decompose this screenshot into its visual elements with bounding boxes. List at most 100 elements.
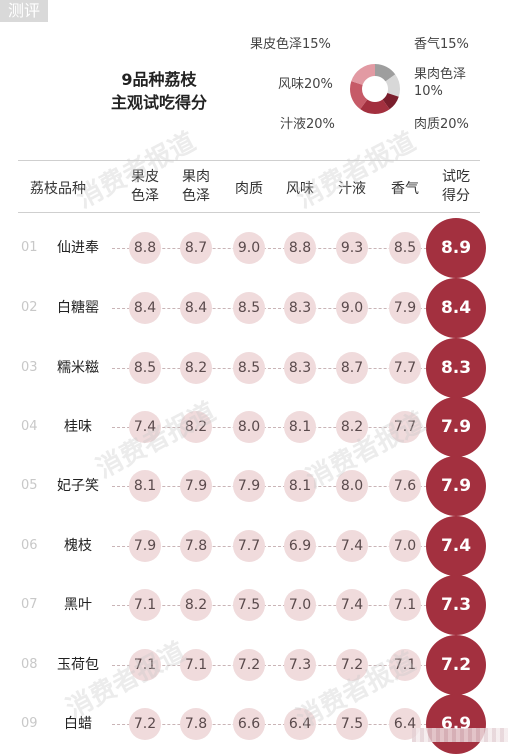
- column-header-line: 果肉: [182, 169, 210, 185]
- score-bubble: 7.5: [336, 708, 368, 740]
- row-number: 04: [21, 419, 38, 434]
- score-bubble: 7.7: [389, 411, 421, 443]
- score-bubble: 6.6: [233, 708, 265, 740]
- score-bubble: 9.3: [336, 232, 368, 264]
- score-bubble: 8.8: [284, 232, 316, 264]
- score-bubble: 9.0: [336, 292, 368, 324]
- row-number: 02: [21, 300, 38, 315]
- table-row: 08 玉荷包 7.1 7.1 7.2 7.3 7.2 7.1 7.2: [18, 635, 513, 695]
- score-bubble: 8.2: [180, 589, 212, 621]
- score-bubble: 7.0: [389, 530, 421, 562]
- score-bubble: 7.4: [129, 411, 161, 443]
- weight-label-flavor: 风味20%: [278, 77, 333, 92]
- row-dashed-line: [112, 724, 442, 725]
- score-bubble: 7.7: [233, 530, 265, 562]
- score-bubble: 8.3: [284, 292, 316, 324]
- row-dashed-line: [112, 605, 442, 606]
- donut-slice-aroma: [350, 64, 400, 114]
- score-bubble: 8.2: [180, 352, 212, 384]
- variety-name: 妃子笑: [57, 478, 99, 494]
- row-dashed-line: [112, 486, 442, 487]
- score-bubble: 7.1: [129, 589, 161, 621]
- row-dashed-line: [112, 427, 442, 428]
- score-bubble: 8.2: [336, 411, 368, 443]
- row-number: 05: [21, 478, 38, 493]
- row-number: 06: [21, 538, 38, 553]
- total-score-bubble: 8.3: [426, 338, 486, 398]
- score-bubble: 7.9: [180, 470, 212, 502]
- total-score-bubble: 6.9: [426, 694, 486, 754]
- column-header-line: 肉质: [235, 181, 263, 197]
- column-header: 果肉 色泽: [161, 168, 231, 206]
- score-bubble: 9.0: [233, 232, 265, 264]
- donut-slice-juice: [350, 64, 400, 114]
- column-header: 肉质: [214, 180, 284, 199]
- row-number: 09: [21, 716, 38, 731]
- weight-donut-chart: [350, 64, 400, 114]
- score-bubble: 7.1: [389, 649, 421, 681]
- donut-slice-texture: [350, 64, 400, 114]
- header-bottom-rule: [18, 212, 480, 213]
- column-header: 香气: [370, 180, 440, 199]
- score-bubble: 7.6: [389, 470, 421, 502]
- score-bubble: 8.3: [284, 352, 316, 384]
- score-bubble: 6.9: [284, 530, 316, 562]
- donut-slice-flavor: [350, 64, 400, 114]
- row-number: 07: [21, 597, 38, 612]
- row-dashed-line: [112, 665, 442, 666]
- score-bubble: 8.5: [129, 352, 161, 384]
- weight-label-aroma: 香气15%: [414, 37, 469, 52]
- variety-name: 黑叶: [64, 597, 92, 613]
- score-bubble: 7.9: [389, 292, 421, 324]
- score-bubble: 8.7: [180, 232, 212, 264]
- score-bubble: 8.1: [284, 411, 316, 443]
- table-row: 06 槐枝 7.9 7.8 7.7 6.9 7.4 7.0 7.4: [18, 516, 513, 576]
- row-dashed-line: [112, 308, 442, 309]
- column-header-line: 试吃: [442, 169, 470, 185]
- score-bubble: 7.1: [129, 649, 161, 681]
- score-bubble: 8.5: [389, 232, 421, 264]
- score-bubble: 8.7: [336, 352, 368, 384]
- variety-name: 槐枝: [64, 538, 92, 554]
- score-bubble: 7.2: [233, 649, 265, 681]
- watermark: 消费者报道: [291, 126, 421, 215]
- score-bubble: 7.1: [180, 649, 212, 681]
- title-line-1: 9品种荔枝: [121, 70, 197, 89]
- score-bubble: 8.5: [233, 352, 265, 384]
- score-bubble: 7.4: [336, 530, 368, 562]
- column-header-line: 荔枝品种: [30, 181, 86, 197]
- table-row: 05 妃子笑 8.1 7.9 7.9 8.1 8.0 7.6 7.9: [18, 456, 513, 516]
- variety-name: 糯米糍: [57, 360, 99, 376]
- watermark-strip: [412, 728, 508, 742]
- score-bubble: 7.8: [180, 708, 212, 740]
- row-number: 08: [21, 657, 38, 672]
- column-header: 风味: [265, 180, 335, 199]
- total-score-bubble: 8.9: [426, 218, 486, 278]
- weight-label-pulp: 果肉色泽10%: [414, 67, 467, 99]
- variety-name: 白蜡: [64, 716, 92, 732]
- score-bubble: 7.3: [284, 649, 316, 681]
- variety-name: 玉荷包: [57, 657, 99, 673]
- score-bubble: 8.0: [336, 470, 368, 502]
- weight-label-juice: 汁液20%: [280, 117, 335, 132]
- variety-name: 仙进奉: [57, 240, 99, 256]
- weight-label-peel: 果皮色泽15%: [250, 37, 331, 52]
- section-tag: 测评: [0, 0, 48, 22]
- row-dashed-line: [112, 248, 442, 249]
- score-bubble: 7.9: [233, 470, 265, 502]
- total-score-bubble: 7.3: [426, 575, 486, 635]
- column-header-line: 香气: [391, 181, 419, 197]
- row-dashed-line: [112, 546, 442, 547]
- total-score-bubble: 7.2: [426, 635, 486, 695]
- column-header: 荔枝品种: [23, 180, 93, 199]
- row-dashed-line: [112, 368, 442, 369]
- variety-name: 白糖罂: [57, 300, 99, 316]
- total-score-bubble: 7.9: [426, 397, 486, 457]
- score-bubble: 7.0: [284, 589, 316, 621]
- table-row: 03 糯米糍 8.5 8.2 8.5 8.3 8.7 7.7 8.3: [18, 338, 513, 398]
- score-bubble: 7.8: [180, 530, 212, 562]
- score-bubble: 6.4: [284, 708, 316, 740]
- score-bubble: 8.2: [180, 411, 212, 443]
- score-bubble: 7.4: [336, 589, 368, 621]
- row-number: 03: [21, 360, 38, 375]
